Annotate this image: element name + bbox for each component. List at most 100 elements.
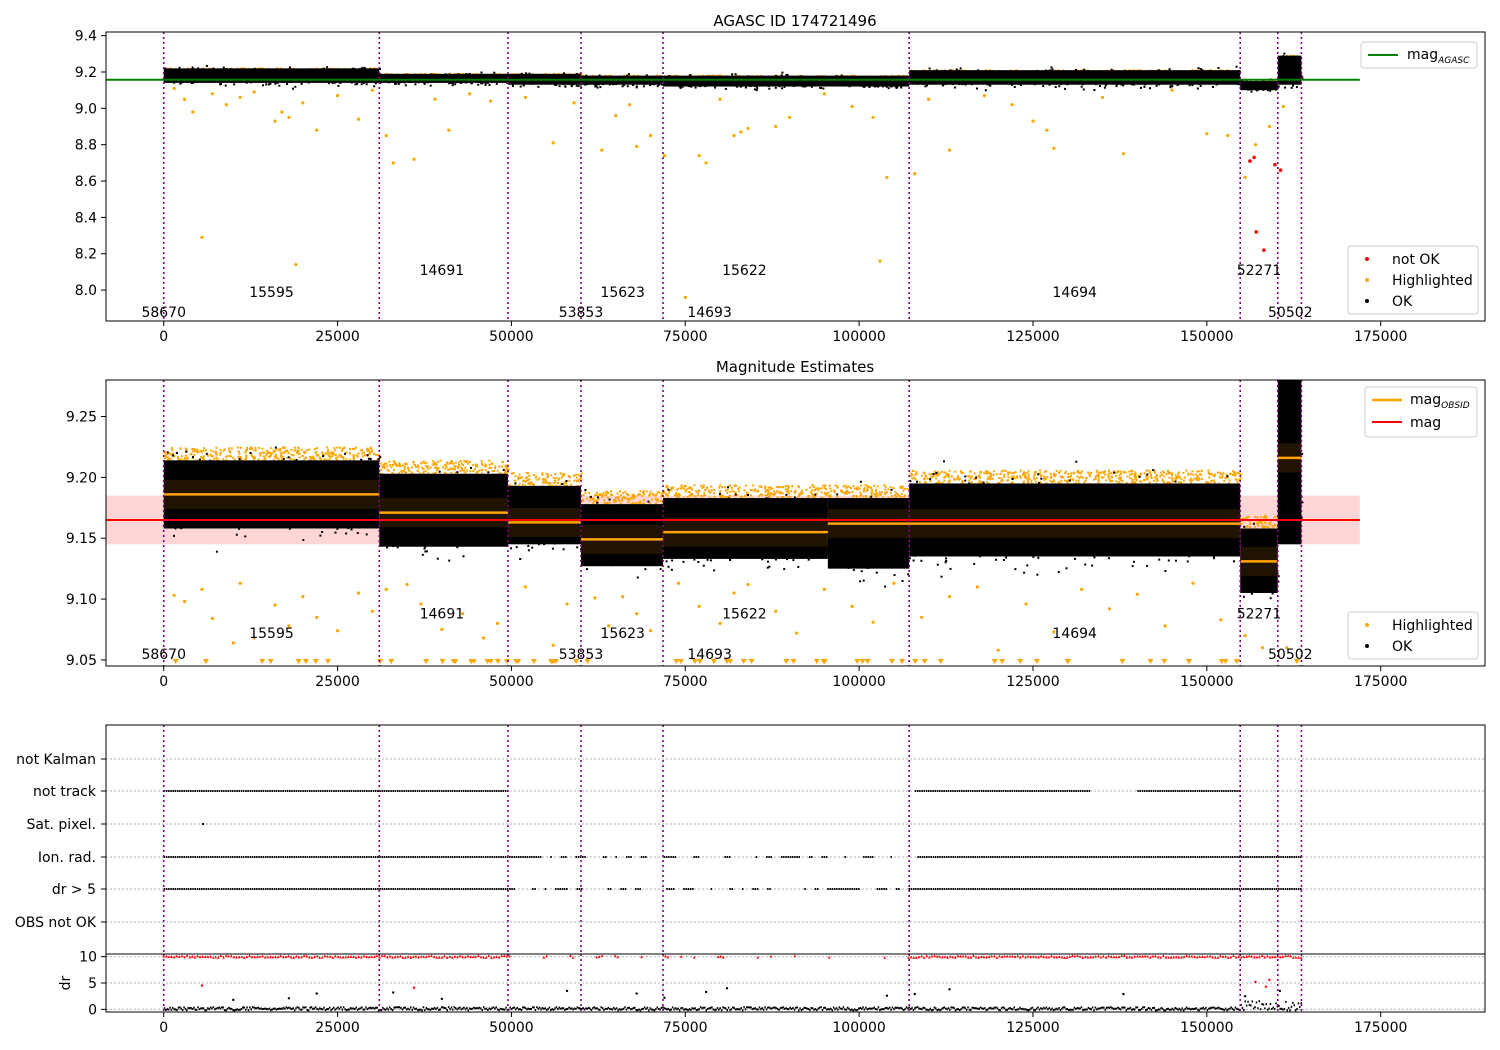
ok-point [184, 75, 187, 78]
ok-point [1237, 70, 1240, 72]
ok-point [541, 80, 544, 83]
highlighted-fringe-point [719, 490, 722, 493]
ok-point [1081, 83, 1084, 86]
ok-point [1200, 73, 1203, 76]
ok-point [286, 82, 288, 85]
ok-point [894, 85, 897, 88]
highlighted-fringe-point [237, 456, 240, 459]
ok-point [755, 82, 758, 85]
ok-point [1108, 75, 1111, 78]
ok-point [847, 81, 850, 84]
highlighted-fringe-point [403, 468, 406, 471]
highlighted-fringe-point [442, 466, 444, 469]
highlighted-point [704, 161, 708, 165]
ok-point [668, 80, 671, 83]
highlighted-fringe-point [678, 494, 681, 496]
ok-point [1212, 86, 1214, 88]
ok-point [325, 69, 328, 72]
ok-point [957, 77, 960, 80]
ok-point [636, 82, 639, 85]
highlighted-fringe-point [743, 495, 746, 498]
ok-point [1131, 76, 1134, 79]
highlighted-fringe-point [459, 460, 462, 462]
ok-point [633, 82, 636, 85]
highlighted-fringe-point [352, 456, 355, 459]
ok-point [995, 81, 998, 84]
highlighted-fringe-point [538, 477, 541, 480]
ok-point [610, 75, 613, 78]
highlighted-fringe-point [366, 447, 369, 450]
highlighted-fringe-point [370, 448, 373, 451]
ok-point [468, 72, 471, 75]
ok-point [653, 81, 656, 84]
ok-point [368, 74, 371, 76]
highlighted-fringe-point [465, 459, 468, 462]
highlighted-fringe-point [670, 487, 673, 489]
ok-point [800, 75, 803, 78]
highlighted-fringe-point [667, 497, 670, 499]
ok-point [428, 74, 431, 77]
highlighted-fringe-point [866, 488, 869, 491]
highlighted-fringe-point [461, 467, 463, 470]
highlighted-fringe-point [584, 491, 587, 494]
ok-point [370, 76, 373, 79]
highlighted-fringe-point [1167, 471, 1170, 474]
ok-point [889, 79, 892, 82]
highlighted-fringe-point [461, 463, 464, 466]
highlighted-fringe-point [1169, 471, 1172, 474]
ok-point [1270, 84, 1273, 87]
ok-point [1020, 84, 1022, 86]
highlighted-fringe-point [1153, 471, 1156, 474]
ok-point [540, 74, 543, 77]
ok-point [583, 83, 586, 86]
highlighted-fringe-point [271, 452, 274, 455]
ok-point [379, 81, 382, 84]
ok-point [982, 74, 985, 77]
ok-point [477, 83, 480, 86]
highlighted-fringe-point [870, 494, 873, 497]
highlighted-fringe-point [342, 457, 345, 460]
ok-point [519, 85, 522, 88]
highlighted-fringe-point [262, 455, 265, 458]
ok-point [522, 84, 525, 87]
ok-point [1014, 77, 1017, 80]
ok-point [1290, 86, 1293, 89]
highlighted-fringe-point [873, 492, 876, 495]
highlighted-fringe-point [481, 472, 484, 475]
highlighted-fringe-point [190, 453, 193, 456]
ok-point [339, 80, 341, 83]
ok-point [686, 82, 689, 85]
ok-point [958, 83, 961, 86]
highlighted-fringe-point [191, 457, 194, 460]
highlighted-fringe-point [423, 461, 426, 464]
ok-point [569, 81, 572, 84]
ok-point [841, 77, 844, 80]
ok-point [836, 83, 839, 86]
highlighted-point [1100, 95, 1105, 100]
highlighted-fringe-point [250, 453, 253, 456]
highlighted-fringe-point [480, 460, 483, 463]
highlighted-fringe-point [627, 499, 630, 501]
highlighted-fringe-point [833, 491, 836, 494]
highlighted-fringe-point [436, 469, 439, 472]
ok-point [626, 74, 629, 77]
ok-point [509, 80, 511, 82]
highlighted-fringe-point [186, 456, 189, 459]
highlighted-fringe-point [542, 477, 544, 480]
ok-point [316, 71, 319, 74]
ok-point [593, 80, 596, 83]
highlighted-fringe-point [842, 485, 845, 488]
ok-point [1202, 71, 1204, 74]
ok-point [986, 83, 989, 86]
highlighted-fringe-point [491, 470, 494, 473]
highlighted-fringe-point [674, 493, 677, 496]
highlighted-fringe-point [170, 447, 173, 449]
highlighted-fringe-point [518, 476, 520, 479]
highlighted-fringe-point [737, 487, 740, 490]
highlighted-fringe-point [1172, 479, 1175, 482]
highlighted-fringe-point [541, 481, 544, 484]
highlighted-fringe-point [606, 501, 609, 504]
ok-point [356, 77, 359, 80]
ok-point [1226, 76, 1229, 79]
ok-point [1107, 71, 1110, 74]
